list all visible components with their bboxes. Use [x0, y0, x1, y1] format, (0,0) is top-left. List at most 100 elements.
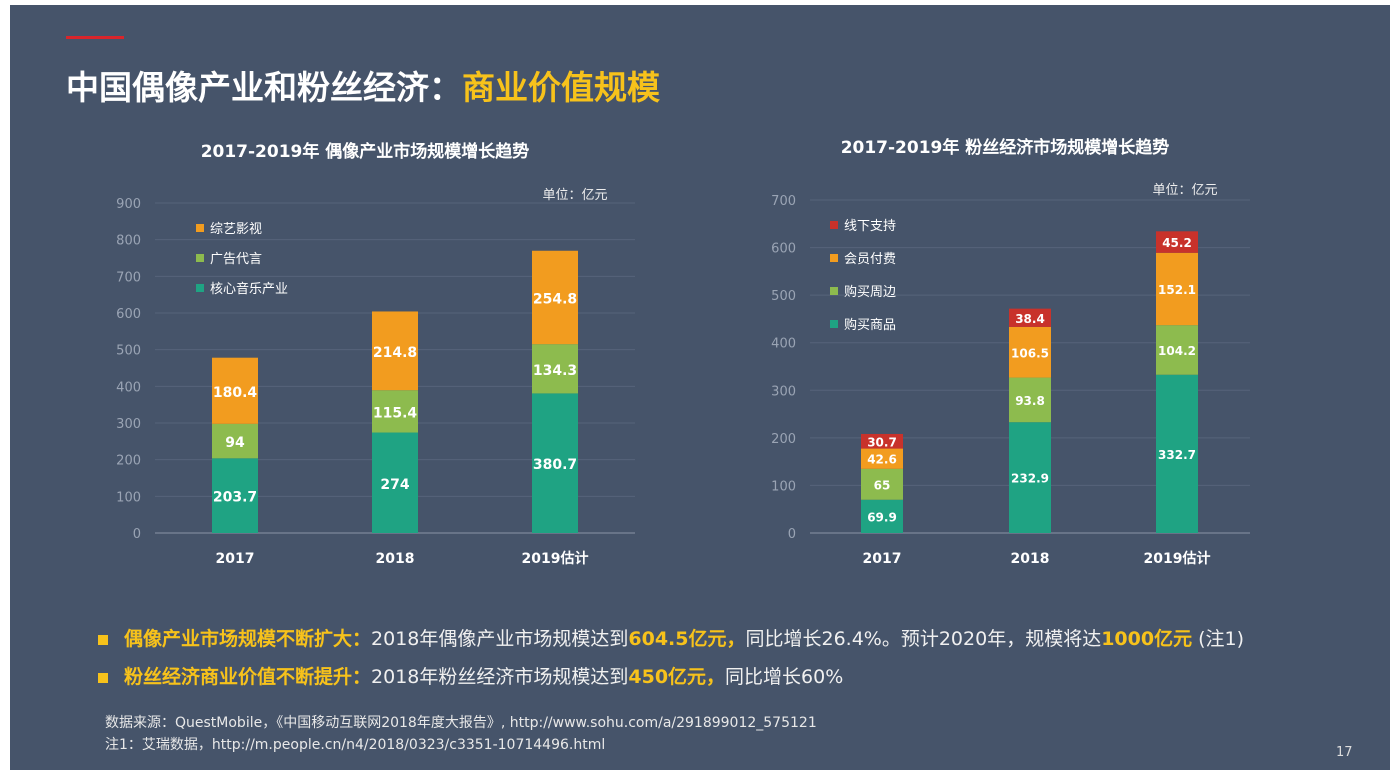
y-tick-label: 0 [133, 527, 141, 542]
bar-segment [372, 390, 418, 433]
legend-label: 会员付费 [844, 252, 896, 267]
bar-segment [212, 357, 258, 424]
bullet-square-icon [98, 672, 108, 683]
bar-segment [532, 344, 578, 394]
bar-segment [861, 499, 903, 533]
bar-segment [212, 423, 258, 459]
y-tick-label: 200 [771, 432, 796, 447]
data-label: 38.4 [1015, 312, 1045, 326]
data-label: 180.4 [213, 385, 258, 401]
bullet-body: 2018年粉丝经济市场规模达到450亿元，同比增长60% [371, 666, 843, 688]
legend-swatch [830, 221, 838, 229]
y-tick-label: 700 [116, 270, 141, 285]
x-tick-label: 2018 [1011, 551, 1050, 567]
data-label: 69.9 [867, 510, 897, 524]
bullet-head: 偶像产业市场规模不断扩大： [124, 628, 372, 650]
legend-label: 综艺影视 [210, 222, 262, 237]
title-highlight: 商业价值规模 [462, 68, 660, 107]
source-line: 数据来源：QuestMobile，《中国移动互联网2018年度大报告》, htt… [105, 715, 817, 731]
y-tick-label: 600 [771, 242, 796, 257]
data-label: 380.7 [533, 457, 577, 473]
y-tick-label: 100 [771, 479, 796, 494]
y-tick-label: 500 [771, 289, 796, 304]
data-label: 152.1 [1158, 283, 1196, 297]
bar-segment [1009, 326, 1051, 378]
bar-segment [212, 458, 258, 533]
y-tick-label: 600 [116, 307, 141, 322]
bullet-head: 粉丝经济商业价值不断提升： [124, 666, 372, 688]
data-label: 274 [380, 477, 409, 493]
bar-segment [1156, 231, 1198, 253]
data-label: 203.7 [213, 490, 257, 506]
legend-label: 线下支持 [844, 219, 896, 234]
legend-swatch [196, 284, 204, 292]
y-tick-label: 800 [116, 234, 141, 249]
data-label: 134.3 [533, 363, 577, 379]
bullet-fan-economy: 粉丝经济商业价值不断提升：2018年粉丝经济市场规模达到450亿元，同比增长60… [98, 662, 843, 689]
body-text: 同比增长60% [725, 666, 844, 688]
data-label: 232.9 [1011, 472, 1049, 486]
bar-segment [1009, 308, 1051, 327]
y-tick-label: 400 [116, 380, 141, 395]
x-tick-label: 2019估计 [522, 550, 589, 567]
data-label: 30.7 [867, 435, 897, 449]
page-title: 中国偶像产业和粉丝经济：商业价值规模 [66, 61, 660, 109]
data-label: 93.8 [1015, 394, 1045, 408]
page-number: 17 [1336, 745, 1353, 760]
data-label: 115.4 [373, 405, 418, 421]
data-label: 65 [874, 478, 891, 492]
bar-segment [861, 468, 903, 500]
x-tick-label: 2019估计 [1144, 550, 1211, 567]
y-tick-label: 700 [771, 194, 796, 209]
bar-segment [532, 393, 578, 533]
bar-segment [532, 250, 578, 345]
body-text: 2018年粉丝经济市场规模达到 [371, 666, 629, 688]
bar-segment [1009, 422, 1051, 533]
note-line: 注1：艾瑞数据，http://m.people.cn/n4/2018/0323/… [105, 737, 606, 753]
y-tick-label: 300 [116, 417, 141, 432]
legend-swatch [196, 254, 204, 262]
y-tick-label: 400 [771, 337, 796, 352]
body-text: 同比增长26.4%。预计2020年，规模将达 [745, 628, 1102, 650]
data-label: 106.5 [1011, 346, 1049, 360]
y-tick-label: 900 [116, 197, 141, 212]
body-text: (注1) [1192, 628, 1245, 650]
unit-label: 单位：亿元 [542, 188, 607, 203]
x-tick-label: 2017 [216, 551, 255, 567]
slide: 中国偶像产业和粉丝经济：商业价值规模 偶像产业市场规模不断扩大：2018年偶像产… [10, 5, 1390, 770]
data-label: 214.8 [373, 345, 417, 361]
legend-swatch [830, 320, 838, 328]
data-label: 94 [225, 435, 245, 451]
body-text: 2018年偶像产业市场规模达到 [371, 628, 629, 650]
y-tick-label: 300 [771, 384, 796, 399]
bar-segment [861, 448, 903, 469]
bar-segment [1156, 325, 1198, 375]
data-label: 104.2 [1158, 344, 1196, 358]
highlight-text: 450亿元， [628, 666, 726, 688]
bar-segment [372, 432, 418, 533]
accent-line [66, 36, 124, 39]
data-label: 254.8 [533, 291, 577, 307]
x-tick-label: 2018 [376, 551, 415, 567]
x-tick-label: 2017 [863, 551, 902, 567]
y-tick-label: 100 [116, 490, 141, 505]
title-main: 中国偶像产业和粉丝经济： [66, 68, 462, 107]
y-tick-label: 200 [116, 454, 141, 469]
legend-swatch [196, 224, 204, 232]
highlight-text: 604.5亿元， [628, 628, 746, 650]
data-label: 42.6 [867, 453, 897, 467]
data-label: 45.2 [1162, 236, 1192, 250]
bar-segment [1156, 374, 1198, 533]
legend-label: 广告代言 [210, 252, 262, 267]
legend-label: 购买周边 [844, 284, 896, 300]
legend-swatch [830, 254, 838, 262]
bullet-body: 2018年偶像产业市场规模达到604.5亿元，同比增长26.4%。预计2020年… [371, 628, 1244, 650]
bar-segment [861, 433, 903, 449]
bullet-square-icon [98, 634, 108, 645]
legend-label: 核心音乐产业 [210, 281, 288, 297]
y-tick-label: 0 [788, 527, 796, 542]
chart-title: 2017-2019年 粉丝经济市场规模增长趋势 [841, 137, 1170, 158]
bar-segment [372, 311, 418, 391]
highlight-text: 1000亿元 [1101, 628, 1193, 650]
